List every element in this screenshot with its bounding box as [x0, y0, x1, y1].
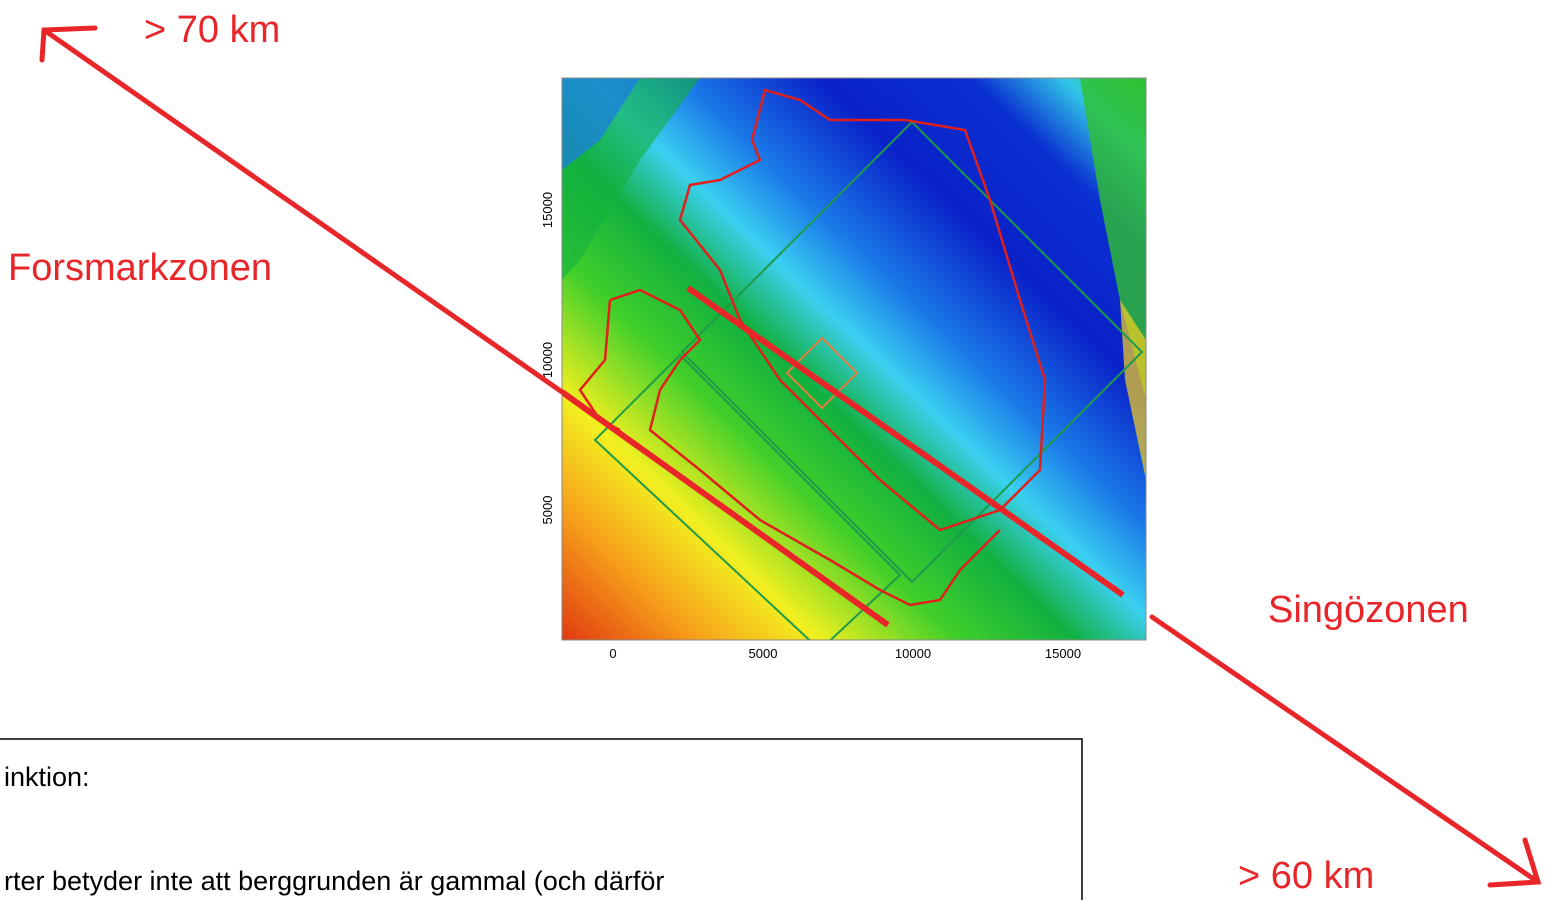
distance-label: > 70 km: [144, 9, 280, 51]
x-tick-label: 0: [609, 646, 616, 661]
terrain-map: [562, 78, 1146, 650]
y-tick-label: 10000: [540, 342, 555, 378]
diagram: 0 5000 10000 15000 5000 10000 15000 > 70…: [0, 0, 1556, 900]
zone-label: Singözonen: [1268, 589, 1469, 631]
zone-label: Forsmarkzonen: [8, 247, 272, 289]
x-tick-label: 5000: [749, 646, 778, 661]
page: 0 5000 10000 15000 5000 10000 15000 > 70…: [0, 0, 1556, 900]
box-text: inktion:: [4, 762, 90, 792]
box-text: rter betyder inte att berggrunden är gam…: [4, 866, 664, 896]
y-tick-label: 15000: [540, 192, 555, 228]
distance-label: > 60 km: [1238, 855, 1374, 897]
y-tick-label: 5000: [540, 496, 555, 525]
x-tick-label: 10000: [895, 646, 931, 661]
x-tick-label: 15000: [1045, 646, 1081, 661]
